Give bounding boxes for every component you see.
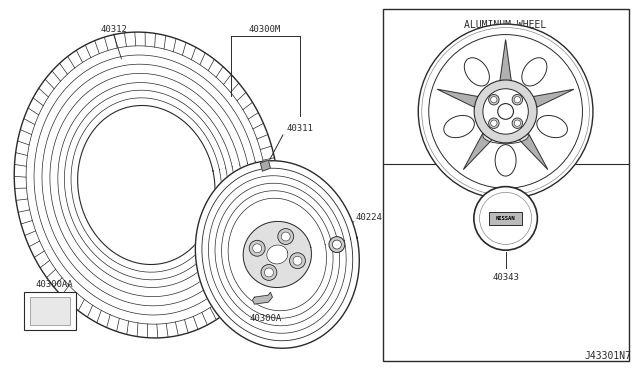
Polygon shape (463, 128, 496, 169)
Text: 40300M: 40300M (490, 216, 522, 225)
Polygon shape (515, 128, 548, 169)
Text: ALUMINUM WHEEL: ALUMINUM WHEEL (465, 20, 547, 30)
Circle shape (253, 244, 262, 253)
Text: ORNAMENT: ORNAMENT (482, 175, 529, 185)
Polygon shape (77, 106, 215, 264)
Circle shape (491, 97, 497, 103)
Ellipse shape (522, 58, 547, 86)
Circle shape (474, 187, 538, 250)
Text: 40300AA: 40300AA (35, 280, 73, 289)
Text: 40224: 40224 (356, 213, 383, 222)
Circle shape (474, 80, 537, 143)
Ellipse shape (464, 58, 490, 86)
Circle shape (293, 256, 302, 265)
Circle shape (512, 94, 523, 105)
Circle shape (422, 28, 589, 195)
Text: 40312: 40312 (100, 25, 127, 34)
Polygon shape (253, 292, 273, 304)
Circle shape (479, 192, 532, 244)
Circle shape (514, 97, 520, 103)
Circle shape (491, 120, 497, 126)
Polygon shape (267, 245, 288, 264)
Ellipse shape (495, 145, 516, 176)
Circle shape (483, 89, 528, 134)
Polygon shape (243, 221, 312, 288)
Bar (489, 212, 522, 225)
Circle shape (498, 103, 513, 119)
Text: 16x6.5J: 16x6.5J (487, 35, 524, 44)
Polygon shape (438, 89, 483, 110)
Bar (30, 297, 70, 325)
Polygon shape (528, 89, 573, 110)
Circle shape (512, 118, 523, 128)
Circle shape (419, 24, 593, 199)
Circle shape (332, 240, 341, 249)
Circle shape (281, 232, 290, 241)
Circle shape (488, 94, 499, 105)
Circle shape (278, 228, 294, 244)
Polygon shape (499, 40, 512, 86)
Polygon shape (195, 161, 359, 348)
Circle shape (514, 120, 520, 126)
Text: 40300A: 40300A (250, 314, 282, 324)
Circle shape (249, 240, 265, 256)
Circle shape (264, 268, 273, 277)
Bar (24, 292, 76, 330)
Circle shape (289, 253, 305, 269)
Text: 40343: 40343 (492, 273, 519, 282)
Polygon shape (260, 160, 270, 171)
Ellipse shape (483, 128, 528, 144)
Bar (383, 9, 628, 361)
Text: J43301N7: J43301N7 (585, 351, 632, 361)
Text: NISSAN: NISSAN (496, 216, 515, 221)
Text: 40311: 40311 (286, 124, 313, 133)
Circle shape (429, 35, 582, 188)
Circle shape (261, 264, 277, 280)
Circle shape (488, 118, 499, 128)
Circle shape (329, 237, 345, 253)
Text: 40300M: 40300M (248, 25, 280, 34)
Ellipse shape (537, 115, 568, 138)
Ellipse shape (444, 115, 474, 138)
